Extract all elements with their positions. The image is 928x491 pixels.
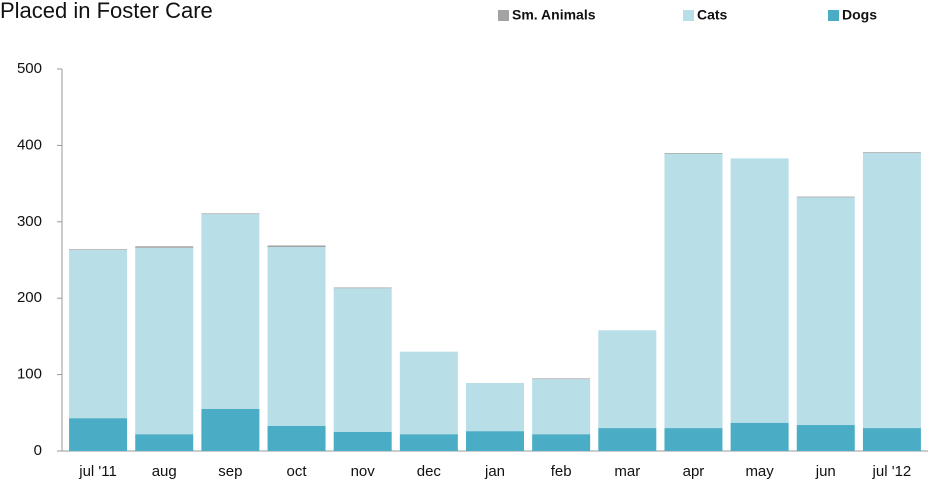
bar-segment [730,422,789,451]
bar-segment [201,408,260,451]
x-tick-label: may [745,463,774,480]
legend-swatch [683,10,694,21]
bar-segment [69,250,128,419]
bar-segment [201,213,260,215]
y-tick-label: 200 [17,289,42,306]
x-tick-label: dec [417,463,442,480]
bar-segment [862,428,921,451]
bar-segment [135,246,194,248]
bar-segment [201,214,260,409]
bar-segment [598,428,657,451]
x-tick-label: nov [351,463,376,480]
bar-segment [664,428,723,451]
bar-segment [267,247,326,426]
y-tick-label: 400 [17,136,42,153]
x-tick-label: feb [551,463,572,480]
bar-segment [135,434,194,451]
bar-segment [399,351,458,435]
bar-segment [69,249,128,251]
bar-segment [267,425,326,451]
bar-segment [69,418,128,451]
y-tick-label: 300 [17,213,42,230]
legend-swatch [498,10,509,21]
legend-label: Dogs [842,7,877,23]
chart-title: Placed in Foster Care [0,0,213,23]
x-tick-label: aug [152,463,177,480]
bar-segment [399,434,458,451]
x-tick-label: apr [683,463,705,480]
bar-segment [796,197,855,426]
bar-segment [796,425,855,451]
bar-segment [796,196,855,198]
x-tick-label: oct [287,463,308,480]
y-tick-label: 500 [17,60,42,77]
bar-segment [532,379,591,435]
bar-segment [862,152,921,154]
bar-segment [862,153,921,429]
bar-segment [664,153,723,154]
bar-segment [333,288,392,432]
x-tick-label: jan [484,463,505,480]
legend-label: Sm. Animals [512,7,596,23]
x-tick-label: jun [815,463,836,480]
bar-segment [466,431,524,451]
bar-segment [333,431,392,451]
bar-segment [135,247,194,435]
legend-label: Cats [697,7,728,23]
y-tick-label: 100 [17,366,42,383]
bar-segment [532,378,591,380]
bar-segment [598,330,657,429]
bar-segment [267,245,326,248]
x-tick-label: sep [218,463,242,480]
bar-segment [664,153,723,429]
bar-segment [730,158,789,423]
bar-segment [532,434,591,451]
y-tick-label: 0 [34,442,42,459]
x-tick-label: jul '12 [872,463,912,480]
bar-segment [466,383,524,432]
x-tick-label: jul '11 [78,463,117,480]
x-tick-label: mar [614,463,640,480]
bar-segment [333,287,392,289]
legend-swatch [828,10,839,21]
